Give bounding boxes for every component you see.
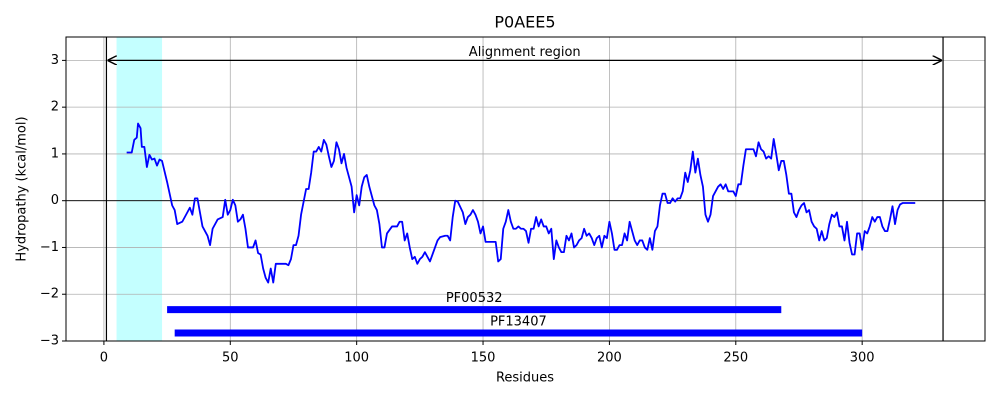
x-axis-label: Residues [496, 371, 554, 386]
chart-title: P0AEE5 [494, 13, 555, 32]
x-tick-label: 300 [850, 351, 875, 366]
y-tick-label: −1 [40, 240, 59, 255]
y-tick-label: 2 [51, 100, 59, 115]
x-tick-label: 200 [597, 351, 622, 366]
domain-label: PF13407 [490, 315, 547, 330]
x-tick-label: 150 [471, 351, 496, 366]
x-tick-label: 50 [222, 351, 239, 366]
domain-label: PF00532 [446, 291, 503, 306]
alignment-label: Alignment region [469, 45, 581, 60]
highlight-span [116, 37, 163, 341]
y-tick-label: 1 [51, 146, 59, 161]
x-tick-label: 100 [344, 351, 369, 366]
y-tick-label: −2 [40, 287, 59, 302]
y-tick-label: −3 [40, 334, 59, 349]
y-tick-label: 0 [51, 193, 59, 208]
x-tick-label: 0 [100, 351, 108, 366]
axes-frame [65, 36, 986, 342]
hydropathy-line [126, 122, 916, 284]
y-tick-label: 3 [51, 53, 59, 68]
x-tick-label: 250 [723, 351, 748, 366]
y-axis-label: Hydropathy (kcal/mol) [15, 116, 30, 261]
